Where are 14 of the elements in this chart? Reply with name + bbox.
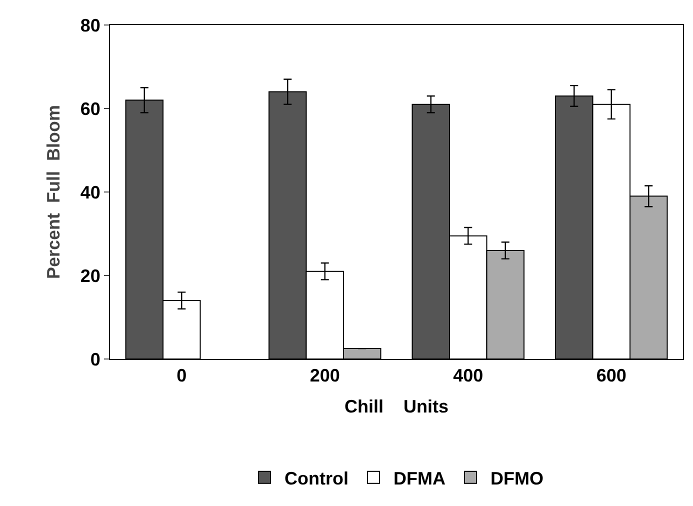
y-tick-label: 80 <box>80 15 100 36</box>
legend-label: DFMO <box>490 468 544 488</box>
x-tick-label: 400 <box>453 366 484 386</box>
legend-label: Control <box>284 468 348 488</box>
y-axis-title: Percent Full Bloom <box>44 104 64 280</box>
x-tick-label: 200 <box>310 366 340 386</box>
y-tick-label: 60 <box>80 98 100 119</box>
y-tick-label: 0 <box>90 349 100 370</box>
y-tick-label: 20 <box>80 266 100 286</box>
x-axis-title: Chill Units <box>344 396 449 417</box>
x-tick-label: 600 <box>596 366 626 386</box>
x-tick-label: 0 <box>176 366 187 386</box>
legend-label: DFMA <box>393 468 446 488</box>
y-tick-label: 40 <box>80 182 100 202</box>
